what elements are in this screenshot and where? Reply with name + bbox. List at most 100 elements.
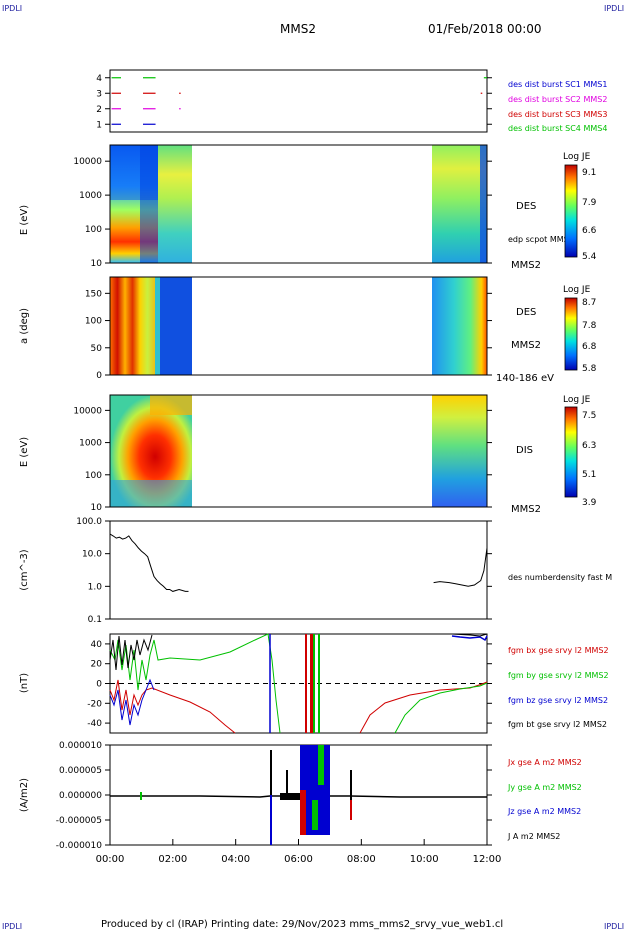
corner-tag-bottom-left: IPDLI [2,922,23,931]
des-energy-cbar-tick-1: 9.1 [582,168,596,178]
corner-tag-top-right: IPDLI [604,4,625,13]
des-energy-spacecraft-label: MMS2 [511,260,541,271]
dis-energy-cbar-tick-2: 6.3 [582,441,596,451]
current-y-tick-label: -0.000010 [56,841,102,851]
des-pitch-cbar-tick-2: 7.8 [582,321,597,331]
density-frame [109,520,488,620]
time-tick-label: 04:00 [221,854,250,865]
legend-by: fgm by gse srvy l2 MMS2 [508,671,609,680]
bfield-y-ticks: -40 -20 0 20 40 [87,640,492,729]
legend-burst-sc3: des dist burst SC3 MMS3 [508,110,607,119]
dis-energy-colorbar-title: Log JE [563,395,591,405]
current-y-tick-label: -0.000005 [56,816,102,826]
dis-energy-cbar-tick-3: 5.1 [582,470,596,480]
dis-energy-label: DIS [516,445,533,456]
legend-jx: Jx gse A m2 MMS2 [507,758,582,767]
burst-y-tick-label: 3 [96,89,102,99]
des-pitch-frame [109,276,488,376]
des-energy-colorbar-title: Log JE [563,152,591,162]
time-tick-label: 08:00 [347,854,376,865]
des-energy-cbar-tick-3: 6.6 [582,226,597,236]
des-pitch-spacecraft-label: MMS2 [511,340,541,351]
dis-energy-colorbar [564,406,578,498]
des-energy-spectrogram-fill [110,145,487,263]
density-series-line [109,533,189,592]
density-y-tick-label: 10.0 [82,550,102,560]
time-axis: 00:00 02:00 04:00 06:00 08:00 10:00 12:00 [96,839,502,865]
des-energy-overlay-label: edp scpot MMS2 [508,235,574,244]
dis-energy-ylabel: E (eV) [19,437,30,467]
des-pitch-label: DES [516,307,536,318]
bfield-y-tick-label: 0 [96,680,102,690]
density-y-tick-label: 100.0 [76,517,102,527]
time-tick-label: 02:00 [158,854,187,865]
des-energy-ylabel: E (eV) [19,205,30,235]
dis-energy-frame [109,394,488,508]
des-pitch-angle-fill [110,277,487,375]
dis-energy-y-tick-label: 10000 [73,406,102,416]
density-ylabel: (cm^-3) [19,549,30,590]
density-series-line [433,547,488,587]
spacecraft-title: MMS2 [280,22,316,36]
date-title: 01/Feb/2018 00:00 [428,22,542,36]
dis-energy-spectrogram-fill [110,395,487,507]
legend-bx: fgm bx gse srvy l2 MMS2 [508,646,609,655]
density-y-ticks: 0.1 1.0 10.0 100.0 [76,517,492,625]
legend-density: des numberdensity fast M [508,573,612,582]
dis-energy-y-ticks: 10 100 1000 10000 [73,406,492,513]
des-pitch-y-tick-label: 100 [85,317,102,327]
time-tick-label: 12:00 [473,854,502,865]
dis-energy-y-tick-label: 10 [91,503,103,513]
corner-tag-bottom-right: IPDLI [604,922,625,931]
legend-j: J A m2 MMS2 [507,832,560,841]
des-energy-y-tick-label: 10000 [73,157,102,167]
legend-jy: Jy gse A m2 MMS2 [507,783,582,792]
stacked-timeseries-chart: 1 2 3 4 des dist burst SC1 MMS1 des dist bu… [19,69,612,865]
legend-jz: Jz gse A m2 MMS2 [507,807,581,816]
time-tick-label: 00:00 [96,854,125,865]
bfield-y-tick-label: 40 [91,640,103,650]
legend-bz: fgm bz gse srvy l2 MMS2 [508,696,608,705]
corner-tag-top-left: IPDLI [2,4,23,13]
bfield-ylabel: (nT) [19,673,30,693]
des-energy-y-tick-label: 10 [91,259,103,269]
footer-credit: Produced by cl (IRAP) Printing date: 29/… [101,919,504,930]
burst-y-tick-label: 4 [96,74,102,84]
current-traces [110,745,487,845]
dis-energy-spacecraft-label: MMS2 [511,504,541,515]
des-pitch-colorbar [564,297,578,371]
des-pitch-y-tick-label: 0 [96,371,102,381]
bfield-y-tick-label: -20 [87,699,102,709]
bfield-frame [109,633,488,734]
burst-panel-frame [109,69,488,133]
current-y-tick-label: 0.000000 [59,791,102,801]
des-energy-y-ticks: 10 100 1000 10000 [73,157,492,269]
burst-y-tick-label: 2 [96,105,102,115]
des-pitch-cbar-tick-1: 8.7 [582,298,596,308]
bfield-traces [109,633,488,734]
des-pitch-ylabel: a (deg) [19,308,30,344]
time-tick-label: 06:00 [284,854,313,865]
legend-burst-sc2: des dist burst SC2 MMS2 [508,95,607,104]
des-energy-y-tick-label: 1000 [79,191,102,201]
des-energy-cbar-tick-4: 5.4 [582,252,597,262]
des-pitch-y-tick-label: 150 [85,289,102,299]
burst-segments [111,77,487,125]
density-lines [109,533,488,592]
legend-burst-sc1: des dist burst SC1 MMS1 [508,80,607,89]
burst-y-tick-label: 1 [96,120,102,130]
des-energy-frame [109,144,488,264]
des-energy-cbar-tick-2: 7.9 [582,198,597,208]
des-pitch-colorbar-title: Log JE [563,285,591,295]
current-y-tick-label: 0.000005 [59,766,102,776]
dis-energy-y-tick-label: 1000 [79,439,102,449]
des-pitch-y-ticks: 0 50 100 150 [85,289,492,381]
des-energy-label: DES [516,201,536,212]
burst-y-ticks: 1 2 3 4 [96,74,492,130]
dis-energy-y-tick-label: 100 [85,471,102,481]
dis-energy-cbar-tick-4: 3.9 [582,498,597,508]
current-y-tick-label: 0.000010 [59,741,102,751]
density-y-tick-label: 0.1 [88,615,102,625]
legend-bt: fgm bt gse srvy l2 MMS2 [508,720,607,729]
density-y-tick-label: 1.0 [88,582,103,592]
